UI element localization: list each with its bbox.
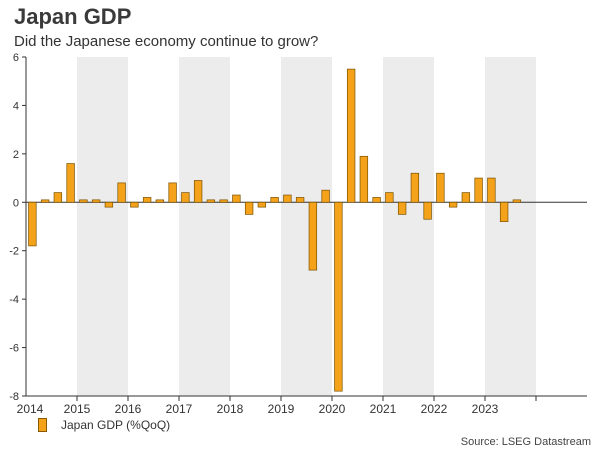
bar xyxy=(142,197,152,203)
bar xyxy=(397,201,407,215)
y-tick-label: -8 xyxy=(9,391,19,403)
source-note: Source: LSEG Datastream xyxy=(460,436,591,448)
bar xyxy=(181,192,190,203)
bar xyxy=(91,199,101,203)
chart-subtitle: Did the Japanese economy continue to gro… xyxy=(14,33,319,50)
bar xyxy=(257,201,267,208)
bar xyxy=(436,172,445,203)
bar xyxy=(372,197,381,203)
bar xyxy=(232,194,241,203)
y-tick-label: -6 xyxy=(9,343,19,355)
bar xyxy=(66,163,75,203)
x-tick-label: 2017 xyxy=(166,402,193,416)
legend-swatch xyxy=(38,418,47,432)
legend: Japan GDP (%QoQ) xyxy=(38,418,170,432)
bar xyxy=(219,199,228,203)
y-tick-label: 4 xyxy=(13,100,19,112)
x-tick-label: 2014 xyxy=(17,402,44,416)
year-band xyxy=(179,57,230,396)
bar xyxy=(461,192,471,203)
legend-label: Japan GDP (%QoQ) xyxy=(61,418,171,432)
bar xyxy=(130,201,139,208)
bar xyxy=(104,201,114,208)
year-band xyxy=(281,57,332,396)
x-tick-label: 2022 xyxy=(421,402,448,416)
bar xyxy=(512,199,522,203)
bar xyxy=(487,177,496,203)
bar xyxy=(193,180,203,203)
bar xyxy=(308,201,318,271)
year-band xyxy=(77,57,128,396)
bar xyxy=(474,177,483,203)
y-tick-label: 6 xyxy=(13,52,19,64)
x-tick-label: 2016 xyxy=(115,402,142,416)
bar xyxy=(155,199,165,203)
bar xyxy=(283,194,292,203)
bar xyxy=(295,197,305,203)
y-tick-label: 2 xyxy=(13,149,19,161)
x-tick-label: 2018 xyxy=(217,402,244,416)
bar xyxy=(346,68,356,203)
year-band xyxy=(383,57,434,396)
x-tick-label: 2021 xyxy=(370,402,397,416)
bar xyxy=(28,201,37,247)
bar xyxy=(244,201,254,215)
year-band xyxy=(485,57,536,396)
bar xyxy=(270,197,279,203)
bar xyxy=(423,201,432,220)
x-tick-label: 2015 xyxy=(64,402,91,416)
x-tick-label: 2020 xyxy=(319,402,346,416)
bar xyxy=(359,155,369,203)
bar xyxy=(53,192,63,203)
bar xyxy=(334,201,343,392)
bar xyxy=(448,201,458,208)
y-tick-label: -2 xyxy=(9,246,19,258)
bar-chart: -8 -6 -4 -2 0 2 4 6 2014 2015 2016 2017 2018 2019 2020… xyxy=(9,52,587,416)
bar xyxy=(206,199,216,203)
x-tick-label: 2019 xyxy=(268,402,295,416)
y-tick-label: 0 xyxy=(13,197,19,209)
bar xyxy=(40,199,50,203)
y-tick-label: -4 xyxy=(9,294,19,306)
bar xyxy=(321,189,330,203)
chart-title: Japan GDP xyxy=(14,4,132,29)
x-tick-label: 2023 xyxy=(472,402,499,416)
bar xyxy=(499,201,509,223)
bar xyxy=(410,172,420,203)
bar xyxy=(385,192,394,203)
bar xyxy=(117,182,126,203)
bar xyxy=(168,182,177,203)
bar xyxy=(79,199,88,203)
